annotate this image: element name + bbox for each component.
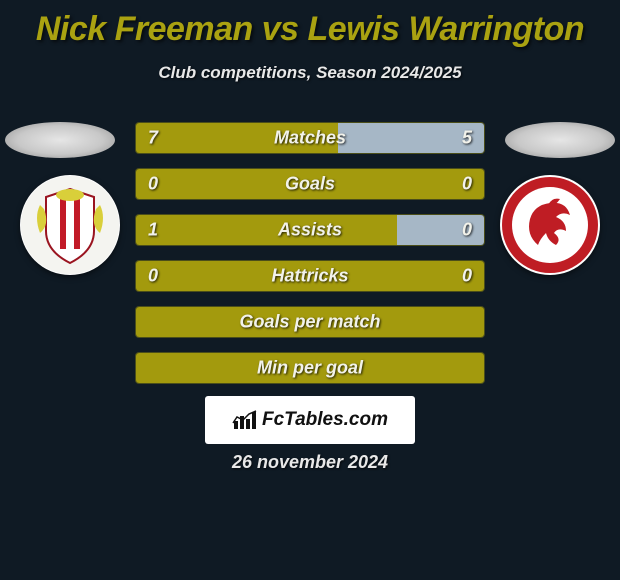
- page-title: Nick Freeman vs Lewis Warrington: [0, 0, 620, 49]
- brand-badge: FcTables.com: [205, 396, 415, 444]
- bar-fill-left: [136, 123, 338, 153]
- bar-fill-full: [136, 169, 484, 199]
- brand-suffix: Tables.com: [284, 409, 388, 430]
- stat-row: 00Goals: [135, 168, 485, 200]
- stat-row: 10Assists: [135, 214, 485, 246]
- brand-prefix: Fc: [262, 409, 284, 430]
- brand-text: FcTables.com: [262, 409, 388, 431]
- bar-fill-left: [136, 215, 397, 245]
- bar-fill-right: [338, 123, 484, 153]
- stat-row: 75Matches: [135, 122, 485, 154]
- bar-fill-full: [136, 353, 484, 383]
- player-right-shadow-ellipse: [505, 122, 615, 158]
- footer-date: 26 november 2024: [0, 452, 620, 473]
- stat-row: 00Hattricks: [135, 260, 485, 292]
- brand-chart-icon: [232, 409, 258, 431]
- stat-row: Min per goal: [135, 352, 485, 384]
- page-subtitle: Club competitions, Season 2024/2025: [0, 63, 620, 83]
- bar-fill-full: [136, 261, 484, 291]
- bar-fill-full: [136, 307, 484, 337]
- stats-bars: 75Matches 00Goals 10Assists 00Hattricks Goal…: [135, 122, 485, 398]
- club-crest-left: [20, 175, 120, 275]
- stat-row: Goals per match: [135, 306, 485, 338]
- player-left-shadow-ellipse: [5, 122, 115, 158]
- club-crest-right: [500, 175, 600, 275]
- bar-fill-right: [397, 215, 484, 245]
